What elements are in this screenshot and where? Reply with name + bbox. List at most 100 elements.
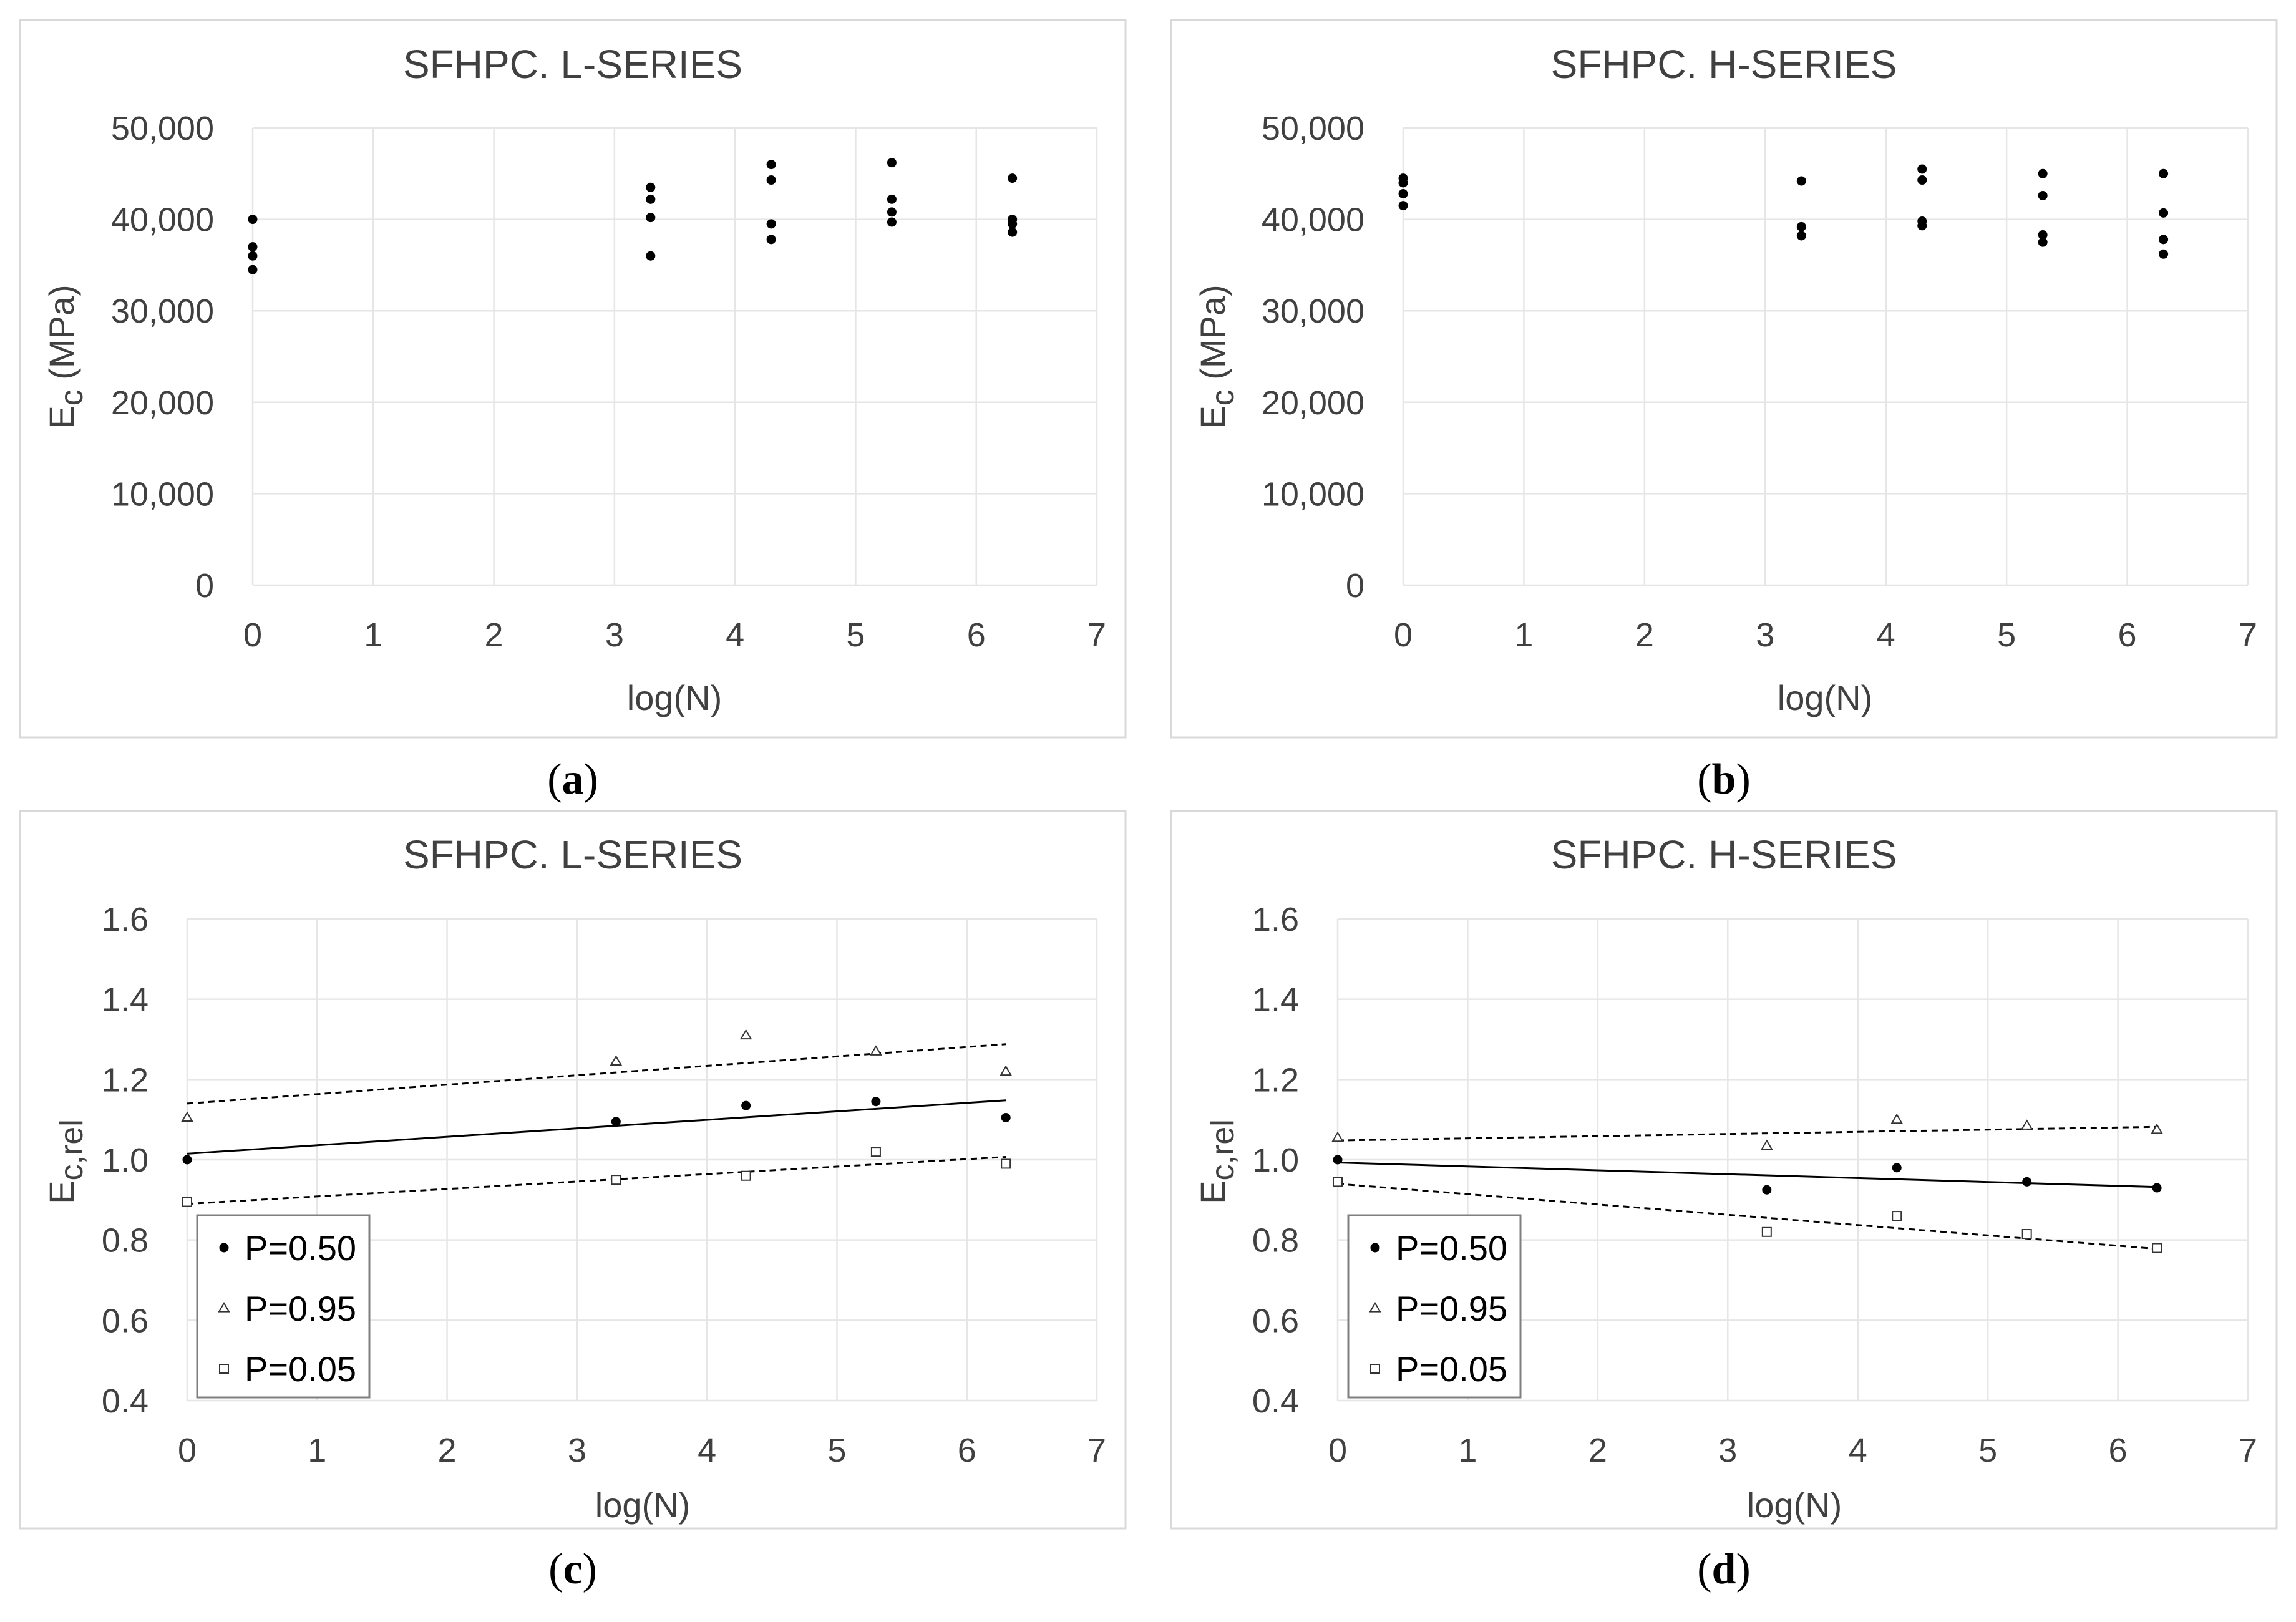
panel-a-ytick-label: 20,000 bbox=[111, 384, 214, 422]
panel-b-point-s0-12 bbox=[2038, 190, 2048, 200]
panel-c-ylabel: Ec,rel bbox=[42, 1119, 90, 1204]
panel-c-point-s0-0 bbox=[182, 1155, 192, 1165]
panel-a-ytick-label: 50,000 bbox=[111, 110, 214, 147]
panel-c-legend-marker-2 bbox=[219, 1364, 229, 1374]
panel-c-trendline-2 bbox=[187, 1155, 1006, 1205]
panel-a-point-s0-3 bbox=[248, 265, 258, 274]
panel-c-point-s0-1 bbox=[611, 1117, 621, 1127]
panel-d-point-s2-3 bbox=[2021, 1229, 2032, 1240]
panel-a-point-s0-13 bbox=[887, 194, 897, 204]
panel-b-ytick-label: 20,000 bbox=[1262, 384, 1364, 422]
panel-c-xtick-label: 1 bbox=[308, 1432, 326, 1469]
panel-c-trendline-0 bbox=[187, 1099, 1006, 1155]
panel-a-caption-letter: a bbox=[562, 755, 584, 804]
panel-c-point-s1-2 bbox=[739, 1029, 752, 1040]
panel-d-xtick-label: 1 bbox=[1458, 1432, 1477, 1469]
panel-c-xtick-label: 6 bbox=[958, 1432, 976, 1469]
panel-b-point-s0-14 bbox=[2038, 237, 2048, 247]
panel-d-point-s0-2 bbox=[1892, 1163, 1902, 1173]
panel-d-frame bbox=[1170, 810, 2278, 1530]
panel-c-point-s1-3 bbox=[870, 1045, 882, 1056]
panel-b-ylabel-main: E bbox=[1193, 406, 1232, 429]
panel-b-point-s0-3 bbox=[1398, 201, 1408, 211]
panel-d-xtick-label: 3 bbox=[1718, 1432, 1737, 1469]
panel-b-point-s0-8 bbox=[1917, 175, 1927, 185]
panel-d-ylabel-main: E bbox=[1193, 1180, 1232, 1203]
panel-c-frame bbox=[19, 810, 1127, 1530]
panel-c-point-s1-4 bbox=[1000, 1065, 1012, 1076]
panel-b-point-s0-13 bbox=[2038, 230, 2048, 240]
panel-b-point-s0-6 bbox=[1796, 231, 1806, 241]
panel-d-point-s2-1 bbox=[1761, 1226, 1772, 1237]
panel-a-ylabel-sub: c bbox=[54, 389, 90, 406]
panel-c-xtick-label: 0 bbox=[178, 1432, 197, 1469]
panel-b-ylabel-sub: c bbox=[1205, 389, 1241, 406]
panel-b-xtick-label: 0 bbox=[1394, 616, 1413, 654]
panel-d-ytick-label: 0.4 bbox=[1252, 1382, 1299, 1420]
panel-c-point-s2-1 bbox=[611, 1175, 621, 1185]
panel-b-ytick-label: 50,000 bbox=[1262, 110, 1364, 147]
panel-a-xtick-label: 3 bbox=[605, 616, 624, 654]
panel-d-point-s1-2 bbox=[1890, 1113, 1903, 1124]
panel-c-point-s0-3 bbox=[871, 1097, 881, 1107]
panel-d-ylabel-sub: c,rel bbox=[1205, 1119, 1241, 1180]
panel-a-ytick-label: 0 bbox=[195, 567, 214, 605]
panel-d-legend-marker-0 bbox=[1370, 1243, 1380, 1253]
panel-a-caption: (a) bbox=[547, 755, 598, 804]
panel-d-point-s2-2 bbox=[1892, 1211, 1902, 1221]
panel-a-point-s0-10 bbox=[766, 219, 776, 229]
panel-c-ytick-label: 1.0 bbox=[102, 1142, 148, 1179]
panel-c-ytick-label: 1.6 bbox=[102, 901, 148, 938]
panel-c-ylabel-main: E bbox=[42, 1180, 81, 1203]
panel-a-point-s0-16 bbox=[1008, 173, 1018, 183]
panel-b-xtick-label: 2 bbox=[1635, 616, 1654, 654]
panel-c-plot: 0 1 2 3 4 5 6 7 0.4 0.6 0.8 1.0 1.2 1.4 1.6 P=0.50 P=0.9… bbox=[102, 901, 1106, 1469]
panel-c-point-s2-3 bbox=[870, 1147, 881, 1157]
panel-d-caption-letter: d bbox=[1712, 1545, 1736, 1593]
panel-d-trendline-1 bbox=[1337, 1125, 2157, 1142]
panel-b-point-s0-5 bbox=[1796, 221, 1806, 231]
panel-b-point-s0-4 bbox=[1796, 176, 1806, 186]
panel-c-legend-marker-1 bbox=[218, 1302, 230, 1313]
panel-a-point-s0-11 bbox=[766, 235, 776, 245]
panel-d-point-s0-1 bbox=[1762, 1185, 1772, 1195]
panel-d-xtick-label: 2 bbox=[1588, 1432, 1607, 1469]
panel-d-point-s0-0 bbox=[1333, 1155, 1343, 1165]
panel-c: SFHPC. L-SERIES 0 1 2 3 4 5 6 7 0.4 0.6 0.8 1.0 1.2 1… bbox=[19, 810, 1127, 1593]
panel-a-xtick-label: 7 bbox=[1087, 616, 1106, 654]
panel-d-legend: P=0.50 P=0.95 P=0.05 bbox=[1347, 1214, 1522, 1399]
panel-a-xtick-label: 5 bbox=[846, 616, 865, 654]
panel-d-xtick-label: 4 bbox=[1849, 1432, 1867, 1469]
panel-c-trendline-1 bbox=[187, 1043, 1006, 1105]
panel-d-point-s0-4 bbox=[2152, 1183, 2162, 1193]
panel-b-xlabel: log(N) bbox=[1778, 678, 1872, 717]
panel-d-point-s1-1 bbox=[1761, 1139, 1773, 1150]
panel-c-point-s2-0 bbox=[182, 1197, 192, 1207]
panel-b-plot: 0 1 2 3 4 5 6 7 0 10,000 20,000 30,000 40,000 50,000 bbox=[1262, 110, 2257, 654]
panel-d-caption: (d) bbox=[1697, 1545, 1751, 1593]
panel-c-xtick-label: 5 bbox=[827, 1432, 846, 1469]
panel-c-xtick-label: 2 bbox=[438, 1432, 457, 1469]
panel-c-point-s0-4 bbox=[1001, 1112, 1011, 1122]
panel-b-ytick-label: 30,000 bbox=[1262, 293, 1364, 330]
panel-c-point-s1-1 bbox=[610, 1055, 623, 1066]
panel-c-point-s2-4 bbox=[1001, 1158, 1011, 1169]
panel-a-xtick-label: 2 bbox=[485, 616, 503, 654]
panel-b-point-s0-16 bbox=[2159, 208, 2169, 218]
panel-b-point-s0-10 bbox=[1917, 221, 1927, 231]
panel-c-xtick-label: 7 bbox=[1087, 1432, 1106, 1469]
panel-a-point-s0-12 bbox=[887, 158, 897, 168]
panel-b-xtick-label: 7 bbox=[2239, 616, 2257, 654]
panel-a-plot: 0 1 2 3 4 5 6 7 0 10,000 20,000 30,000 40,000 50,000 bbox=[111, 110, 1106, 654]
panel-c-caption-letter: c bbox=[563, 1545, 582, 1593]
panel-d-xtick-label: 6 bbox=[2109, 1432, 2128, 1469]
panel-a-point-s0-9 bbox=[766, 175, 776, 185]
panel-d-legend-label-2: P=0.05 bbox=[1396, 1349, 1507, 1389]
panel-d-legend-label-0: P=0.50 bbox=[1396, 1228, 1507, 1268]
panel-a-ylabel: Ec (MPa) bbox=[42, 284, 90, 429]
panel-d-point-s2-4 bbox=[2152, 1243, 2162, 1253]
panel-c-title: SFHPC. L-SERIES bbox=[403, 832, 742, 877]
panel-a-point-s0-8 bbox=[766, 160, 776, 170]
panel-a-xtick-label: 6 bbox=[967, 616, 986, 654]
